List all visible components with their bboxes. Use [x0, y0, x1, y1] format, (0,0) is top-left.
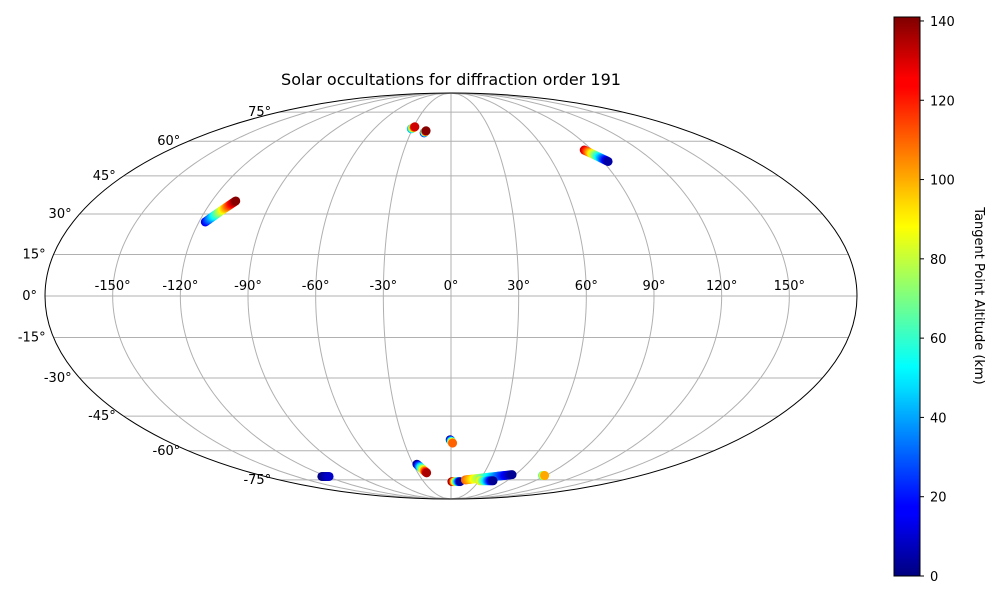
occultation-point [488, 476, 498, 486]
longitude-gridline [450, 93, 790, 499]
occultation-point [603, 156, 613, 166]
colorbar-tick-label: 100 [930, 174, 955, 189]
latitude-tick-label: 75° [248, 105, 271, 120]
longitude-tick-label: -60° [302, 279, 330, 294]
longitude-tick-label: 150° [774, 279, 805, 294]
occultation-point [422, 468, 432, 478]
colorbar-tick-label: 40 [930, 411, 947, 426]
occultation-point [231, 196, 241, 206]
map-boundary [44, 92, 858, 500]
occultation-point [421, 126, 431, 136]
latitude-tick-label: -45° [88, 409, 116, 424]
chart-title: Solar occultations for diffraction order… [281, 70, 621, 89]
longitude-tick-label: -150° [95, 279, 131, 294]
longitude-gridline [382, 93, 452, 499]
colorbar-tick-label: 0 [930, 570, 938, 585]
colorbar: 0 20 40 60 80 100 120 140 Tangent Point Altitud… [893, 15, 986, 585]
colorbar-tick-label: 80 [930, 253, 947, 268]
latitude-tick-label: 45° [93, 169, 116, 184]
latitude-tick-label: 30° [49, 207, 72, 222]
longitude-gridline [450, 93, 723, 499]
colorbar-tick-label: 60 [930, 332, 947, 347]
latitude-tick-label: 15° [23, 247, 46, 262]
longitude-tick-label: 60° [575, 279, 598, 294]
longitude-gridline [179, 93, 452, 499]
longitude-tick-labels: -150° -120° -90° -60° -30° 0° 30° 60° 90° 120° 150… [95, 279, 805, 294]
latitude-tick-label: 60° [157, 134, 180, 149]
occultation-points [200, 122, 613, 487]
occultation-point [540, 471, 550, 481]
colorbar-tick-label: 120 [930, 94, 955, 109]
longitude-gridline [112, 93, 452, 499]
occultation-point [410, 122, 420, 132]
longitude-tick-label: -30° [369, 279, 397, 294]
latitude-tick-label: -15° [18, 331, 46, 346]
latitude-tick-label: -30° [44, 371, 72, 386]
occultation-point [448, 438, 458, 448]
longitude-tick-label: -90° [234, 279, 262, 294]
longitude-gridline [315, 93, 452, 499]
colorbar-gradient [893, 16, 921, 577]
longitude-tick-label: 30° [507, 279, 530, 294]
longitude-tick-label: 120° [706, 279, 737, 294]
colorbar-label: Tangent Point Altitude (km) [971, 206, 986, 384]
longitude-tick-label: 0° [444, 279, 459, 294]
longitude-tick-label: 90° [642, 279, 665, 294]
latitude-tick-label: 0° [22, 289, 37, 304]
occultation-point [507, 470, 517, 480]
longitude-tick-label: -120° [162, 279, 198, 294]
graticule [45, 93, 857, 499]
longitude-gridline [450, 93, 520, 499]
latitude-tick-label: -60° [153, 444, 181, 459]
colorbar-ticks: 0 20 40 60 80 100 120 140 [920, 15, 955, 585]
longitude-gridline [450, 93, 655, 499]
latitude-tick-labels: 75° 60° 45° 30° 15° 0° -15° -30° -45° -60° -75° [18, 105, 271, 488]
latitude-tick-label: -75° [243, 473, 271, 488]
colorbar-tick-label: 140 [930, 15, 955, 30]
occultation-point [324, 471, 334, 481]
colorbar-tick-label: 20 [930, 491, 947, 506]
longitude-gridline [247, 93, 452, 499]
longitude-gridline [450, 93, 587, 499]
